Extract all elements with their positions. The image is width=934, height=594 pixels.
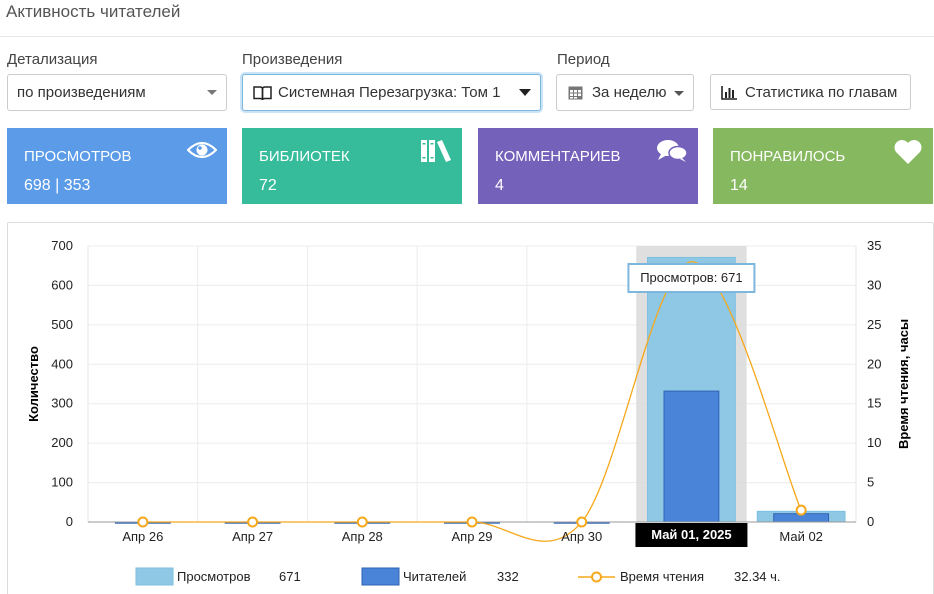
reading-time-point bbox=[466, 516, 478, 528]
legend-readers-total: 332 bbox=[497, 569, 519, 584]
x-tick-label: Апр 29 bbox=[451, 529, 492, 544]
legend-views-total: 671 bbox=[279, 569, 301, 584]
eye-icon bbox=[187, 141, 217, 159]
works-select[interactable]: Системная Перезагрузка: Том 1 bbox=[242, 74, 541, 111]
y2-tick-label: 10 bbox=[867, 435, 881, 450]
activity-chart: 0 100 200 300 400 500 600 700 0 5 10 15 20 25 30 35 Кол… bbox=[26, 238, 911, 586]
reading-time-point bbox=[137, 516, 149, 528]
chapter-stats-label: Статистика по главам bbox=[745, 83, 898, 101]
heart-icon bbox=[894, 140, 922, 164]
comments-card-label: КОММЕНТАРИЕВ bbox=[495, 148, 621, 165]
comments-icon bbox=[657, 140, 688, 162]
reading-time-point bbox=[795, 504, 807, 516]
y-tick-label: 400 bbox=[51, 356, 73, 371]
y2-tick-label: 35 bbox=[867, 238, 881, 253]
reading-time-point bbox=[576, 516, 588, 528]
y2-tick-label: 15 bbox=[867, 396, 881, 411]
chevron-down-icon bbox=[674, 91, 684, 96]
y-tick-label: 700 bbox=[51, 238, 73, 253]
detail-select[interactable]: по произведениям bbox=[7, 74, 227, 111]
likes-card-label: ПОНРАВИЛОСЬ bbox=[730, 148, 846, 165]
x-tick-label: Май 01, 2025 bbox=[651, 527, 731, 542]
legend-time-total: 32.34 ч. bbox=[734, 569, 781, 584]
libraries-card-value: 72 bbox=[259, 177, 277, 194]
reading-time-point bbox=[247, 516, 259, 528]
tooltip-text: Просмотров: 671 bbox=[640, 270, 742, 285]
libraries-card-label: БИБЛИОТЕК bbox=[259, 148, 350, 165]
views-card-label: ПРОСМОТРОВ bbox=[24, 148, 132, 165]
y2-tick-label: 25 bbox=[867, 317, 881, 332]
period-select-value: За неделю bbox=[592, 84, 667, 101]
likes-card-value: 14 bbox=[730, 177, 748, 194]
bar-chart-icon bbox=[721, 85, 737, 100]
y-tick-label: 200 bbox=[51, 435, 73, 450]
libraries-card[interactable]: БИБЛИОТЕК 72 bbox=[242, 128, 462, 204]
x-tick-label: Май 02 bbox=[779, 529, 823, 544]
legend-views-swatch bbox=[135, 567, 174, 586]
y2-tick-label: 0 bbox=[867, 514, 874, 529]
title-divider bbox=[0, 36, 934, 37]
page-title: Активность читателей bbox=[6, 2, 181, 21]
detail-select-value: по произведениям bbox=[17, 84, 146, 101]
calendar-icon bbox=[568, 86, 583, 100]
legend-views-label: Просмотров bbox=[177, 569, 251, 584]
x-tick-label: Апр 30 bbox=[561, 529, 602, 544]
x-tick-highlight-box bbox=[635, 523, 748, 547]
y-axis-title: Количество bbox=[26, 346, 41, 422]
legend-time-swatch-marker bbox=[591, 571, 602, 583]
book-icon bbox=[253, 85, 272, 100]
y-tick-label: 0 bbox=[66, 514, 73, 529]
legend-readers-swatch bbox=[361, 567, 400, 586]
chart-panel: 0 100 200 300 400 500 600 700 0 5 10 15 20 25 30 35 Кол… bbox=[7, 222, 934, 594]
works-select-value: Системная Перезагрузка: Том 1 bbox=[278, 84, 501, 101]
views-card-value: 698 | 353 bbox=[24, 177, 91, 194]
period-label: Период bbox=[557, 51, 610, 68]
y2-tick-label: 5 bbox=[867, 475, 874, 490]
y-tick-label: 300 bbox=[51, 396, 73, 411]
y-tick-label: 100 bbox=[51, 475, 73, 490]
detail-label: Детализация bbox=[7, 51, 98, 68]
views-card[interactable]: ПРОСМОТРОВ 698 | 353 bbox=[7, 128, 227, 204]
likes-card[interactable]: ПОНРАВИЛОСЬ 14 bbox=[713, 128, 933, 204]
y2-axis-title: Время чтения, часы bbox=[896, 319, 911, 449]
tooltip-box bbox=[627, 263, 756, 293]
chevron-down-icon bbox=[519, 89, 531, 96]
reading-time-point bbox=[356, 516, 368, 528]
chevron-down-icon bbox=[207, 90, 217, 95]
books-icon bbox=[421, 140, 451, 162]
y2-tick-label: 20 bbox=[867, 356, 881, 371]
y-tick-label: 600 bbox=[51, 277, 73, 292]
readers-bar bbox=[663, 390, 720, 523]
period-select[interactable]: За неделю bbox=[556, 74, 694, 111]
legend-time-label: Время чтения bbox=[620, 569, 704, 584]
x-tick-label: Апр 27 bbox=[232, 529, 273, 544]
works-label: Произведения bbox=[242, 51, 343, 68]
comments-card[interactable]: КОММЕНТАРИЕВ 4 bbox=[478, 128, 698, 204]
y-tick-label: 500 bbox=[51, 317, 73, 332]
legend-readers-label: Читателей bbox=[403, 569, 466, 584]
comments-card-value: 4 bbox=[495, 177, 504, 194]
y2-tick-label: 30 bbox=[867, 277, 881, 292]
chapter-stats-button[interactable]: Статистика по главам bbox=[710, 74, 911, 110]
x-tick-label: Апр 26 bbox=[122, 529, 163, 544]
x-tick-label: Апр 28 bbox=[342, 529, 383, 544]
